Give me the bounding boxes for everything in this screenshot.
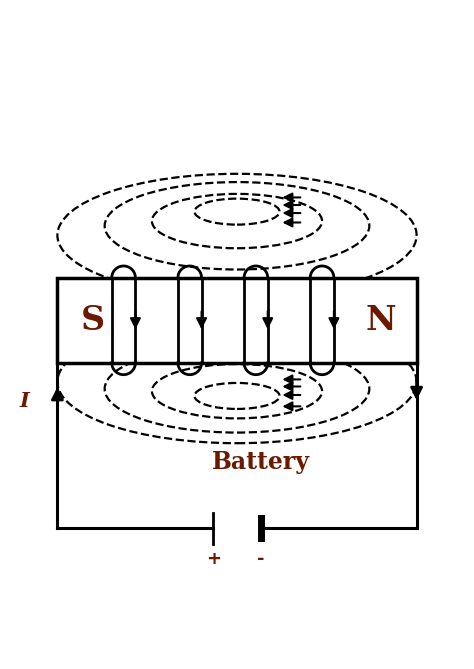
Text: S: S (81, 304, 105, 337)
Bar (57, 278, 417, 363)
Text: +: + (206, 550, 221, 568)
Text: Battery: Battery (211, 450, 310, 474)
Text: N: N (366, 304, 396, 337)
Text: -: - (257, 550, 264, 568)
Text: I: I (19, 391, 29, 411)
